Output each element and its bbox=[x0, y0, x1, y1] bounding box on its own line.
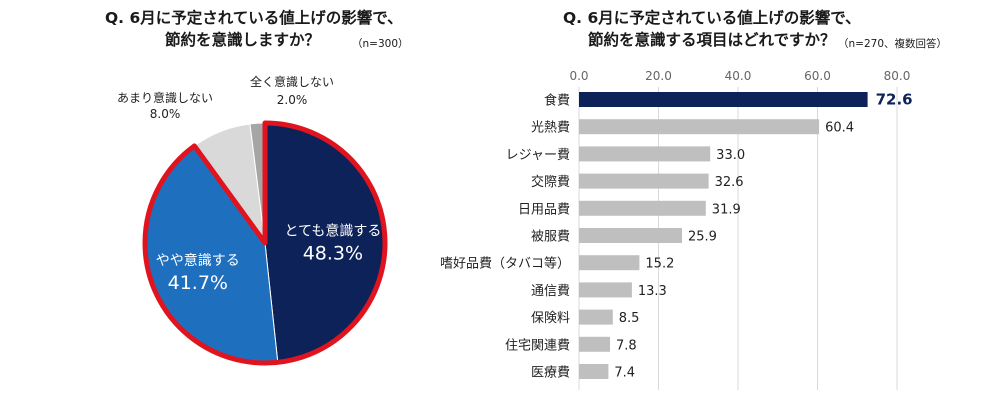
bar-9 bbox=[579, 336, 610, 352]
bar-sample-note: （n=270、複数回答） bbox=[838, 38, 947, 50]
value-label-2: 33.0 bbox=[716, 148, 745, 163]
bar-6 bbox=[579, 255, 640, 271]
category-label-1: 光熱費 bbox=[531, 121, 570, 136]
x-tick-label-80: 80.0 bbox=[884, 69, 911, 83]
pie-value-not-very-conscious: 8.0% bbox=[150, 107, 181, 121]
pie-value-not-conscious: 2.0% bbox=[277, 93, 308, 107]
pie-label-very-conscious: とても意識する bbox=[284, 222, 381, 239]
category-label-6: 嗜好品費（タバコ等） bbox=[440, 256, 570, 272]
bar-7 bbox=[579, 282, 632, 298]
bar-title-line2: 節約を意識する項目はどれですか？ bbox=[588, 31, 836, 49]
bar-title-line1: Q. 6月に予定されている値上げの影響で、 bbox=[563, 9, 861, 27]
pie-sample-note: （n=300） bbox=[352, 38, 409, 50]
bar-8 bbox=[579, 309, 613, 325]
bar-3 bbox=[579, 173, 709, 189]
value-label-7: 13.3 bbox=[638, 284, 667, 299]
pie-title-line1: Q. 6月に予定されている値上げの影響で、 bbox=[105, 9, 403, 27]
category-label-3: 交際費 bbox=[531, 174, 570, 190]
pie-title-line2: 節約を意識しますか？ bbox=[165, 31, 321, 49]
pie-label-not-conscious: 全く意識しない bbox=[250, 74, 334, 89]
value-label-5: 25.9 bbox=[688, 230, 717, 245]
bar-10 bbox=[579, 364, 609, 379]
x-tick-label-0: 0.0 bbox=[569, 69, 588, 83]
value-label-8: 8.5 bbox=[619, 311, 640, 326]
bar-2 bbox=[579, 146, 711, 162]
bar-5 bbox=[579, 228, 682, 243]
x-tick-label-40: 40.0 bbox=[725, 69, 752, 83]
value-label-9: 7.8 bbox=[616, 338, 637, 353]
bar-1 bbox=[579, 119, 820, 135]
value-label-3: 32.6 bbox=[715, 175, 744, 190]
pie-value-very-conscious: 48.3% bbox=[303, 242, 363, 264]
category-label-4: 日用品費 bbox=[518, 202, 570, 217]
bar-4 bbox=[579, 200, 706, 216]
category-label-7: 通信費 bbox=[531, 284, 570, 299]
category-label-8: 保険料 bbox=[531, 311, 570, 326]
category-label-2: レジャー費 bbox=[506, 148, 570, 163]
value-label-4: 31.9 bbox=[712, 202, 741, 217]
category-label-10: 医療費 bbox=[531, 366, 570, 381]
pie-highlight-outline bbox=[142, 120, 388, 366]
category-label-9: 住宅関連費 bbox=[505, 338, 570, 353]
pie-label-somewhat-conscious: やや意識する bbox=[156, 252, 240, 269]
value-label-6: 15.2 bbox=[645, 257, 674, 272]
bar-0 bbox=[579, 92, 868, 107]
value-label-0: 72.6 bbox=[876, 91, 913, 109]
pie-value-somewhat-conscious: 41.7% bbox=[168, 272, 228, 294]
value-label-10: 7.4 bbox=[614, 366, 635, 381]
x-tick-label-60: 60.0 bbox=[804, 69, 831, 83]
category-label-0: 食費 bbox=[544, 93, 570, 109]
x-tick-label-20: 20.0 bbox=[645, 69, 672, 83]
value-label-1: 60.4 bbox=[825, 121, 854, 136]
pie-label-not-very-conscious: あまり意識しない bbox=[117, 90, 213, 105]
category-label-5: 被服費 bbox=[531, 230, 570, 245]
